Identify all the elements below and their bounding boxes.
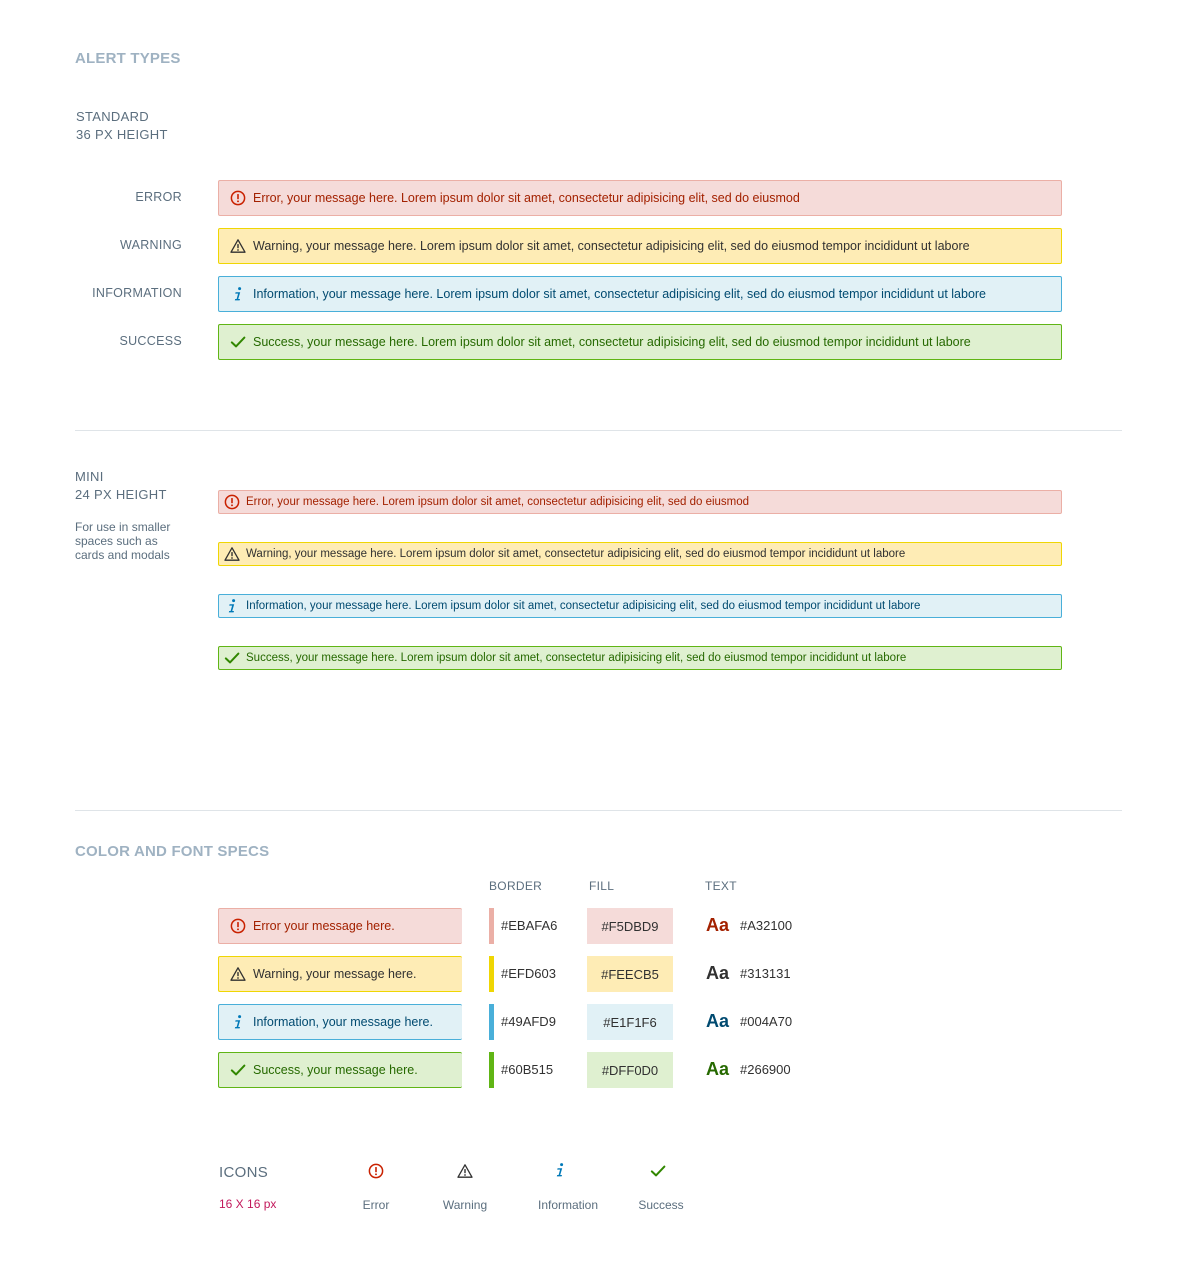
row-label-error: ERROR (135, 190, 182, 204)
alert-message: Information, your message here. Lorem ip… (253, 287, 987, 301)
warning-icon (224, 546, 240, 562)
fill-swatch: #DFF0D0 (587, 1052, 673, 1088)
standard-label-line1: STANDARD (76, 109, 149, 124)
text-hex: #A32100 (740, 918, 793, 933)
success-icon (230, 334, 246, 350)
icons-title: ICONS (219, 1164, 269, 1181)
row-label-warning: WARNING (119, 238, 182, 252)
text-sample: Aa (706, 1059, 730, 1079)
alert-message: Information, your message here. (253, 1015, 433, 1029)
mini-error-alert: Error, your message here. Lorem ipsum do… (218, 490, 1062, 514)
fill-hex: #F5DBD9 (601, 918, 659, 934)
mini-information-alert: Information, your message here. Lorem ip… (218, 594, 1062, 618)
spec-warning-alert: Warning, your message here. (218, 956, 462, 992)
divider (75, 430, 1122, 431)
text-hex: #004A70 (740, 1014, 793, 1029)
fill-swatch: #F5DBD9 (587, 908, 673, 944)
fill-hex: #E1F1F6 (603, 1014, 657, 1030)
spec-error-alert: Error your message here. (218, 908, 462, 944)
border-swatch (489, 1004, 494, 1040)
border-swatch (489, 1052, 494, 1088)
row-label-information: INFORMATION (92, 286, 182, 300)
spec-success-alert: Success, your message here. (218, 1052, 462, 1088)
information-icon (224, 598, 240, 614)
error-icon (224, 494, 240, 510)
fill-hex: #DFF0D0 (601, 1062, 659, 1078)
warning-icon (230, 966, 246, 982)
error-icon (230, 190, 246, 206)
success-icon (650, 1163, 666, 1179)
standard-label-line2: 36 PX HEIGHT (76, 127, 168, 142)
icon-label-error: Error (362, 1198, 390, 1212)
alert-message: Success, your message here. Lorem ipsum … (246, 652, 907, 664)
row-label-success: SUCCESS (119, 334, 182, 348)
fill-swatch: #E1F1F6 (587, 1004, 673, 1040)
text-sample: Aa (706, 915, 730, 935)
information-icon (230, 286, 246, 302)
border-swatch (489, 908, 494, 944)
fill-hex: #FEECB5 (601, 966, 659, 982)
alert-message: Warning, your message here. (253, 967, 417, 981)
alert-message: Error, your message here. Lorem ipsum do… (253, 191, 800, 205)
standard-warning-alert: Warning, your message here. Lorem ipsum … (218, 228, 1062, 264)
text-sample: Aa (706, 963, 730, 983)
alert-message: Warning, your message here. Lorem ipsum … (253, 239, 970, 253)
alert-message: Information, your message here. Lorem ip… (246, 600, 921, 612)
success-icon (224, 650, 240, 666)
text-column-header: TEXT (705, 879, 737, 893)
fill-swatch: #FEECB5 (587, 956, 673, 992)
mini-warning-alert: Warning, your message here. Lorem ipsum … (218, 542, 1062, 566)
mini-label-line2: 24 PX HEIGHT (75, 487, 167, 502)
text-hex: #266900 (740, 1062, 791, 1077)
icon-label-success: Success (638, 1198, 684, 1212)
mini-description: For use in smaller spaces such as cards … (75, 520, 171, 562)
mini-label-line1: MINI (75, 469, 104, 484)
error-icon (368, 1163, 384, 1179)
icon-label-warning: Warning (442, 1198, 488, 1212)
alert-types-title: ALERT TYPES (75, 50, 181, 67)
alert-message: Success, your message here. Lorem ipsum … (253, 335, 971, 349)
mini-label: MINI 24 PX HEIGHT (75, 468, 167, 504)
border-swatch (489, 956, 494, 992)
information-icon (230, 1014, 246, 1030)
spec-information-alert: Information, your message here. (218, 1004, 462, 1040)
warning-icon (230, 238, 246, 254)
alert-message: Success, your message here. (253, 1063, 418, 1077)
warning-icon (457, 1163, 473, 1179)
standard-information-alert: Information, your message here. Lorem ip… (218, 276, 1062, 312)
color-font-specs-title: COLOR AND FONT SPECS (75, 843, 270, 860)
alert-message: Error, your message here. Lorem ipsum do… (246, 496, 750, 508)
error-icon (230, 918, 246, 934)
border-hex: #60B515 (501, 1062, 554, 1077)
alert-message: Warning, your message here. Lorem ipsum … (246, 548, 906, 560)
text-hex: #313131 (740, 966, 791, 981)
border-hex: #EBAFA6 (501, 918, 558, 933)
mini-success-alert: Success, your message here. Lorem ipsum … (218, 646, 1062, 670)
alert-message: Error your message here. (253, 919, 395, 933)
border-column-header: BORDER (489, 879, 543, 893)
fill-column-header: FILL (589, 879, 615, 893)
divider (75, 810, 1122, 811)
standard-label: STANDARD 36 PX HEIGHT (76, 108, 168, 144)
border-hex: #49AFD9 (501, 1014, 556, 1029)
icons-size-label: 16 X 16 px (219, 1197, 277, 1211)
information-icon (552, 1162, 568, 1178)
standard-success-alert: Success, your message here. Lorem ipsum … (218, 324, 1062, 360)
text-sample: Aa (706, 1011, 730, 1031)
success-icon (230, 1062, 246, 1078)
border-hex: #EFD603 (501, 966, 556, 981)
icon-label-information: Information (537, 1198, 599, 1212)
standard-error-alert: Error, your message here. Lorem ipsum do… (218, 180, 1062, 216)
